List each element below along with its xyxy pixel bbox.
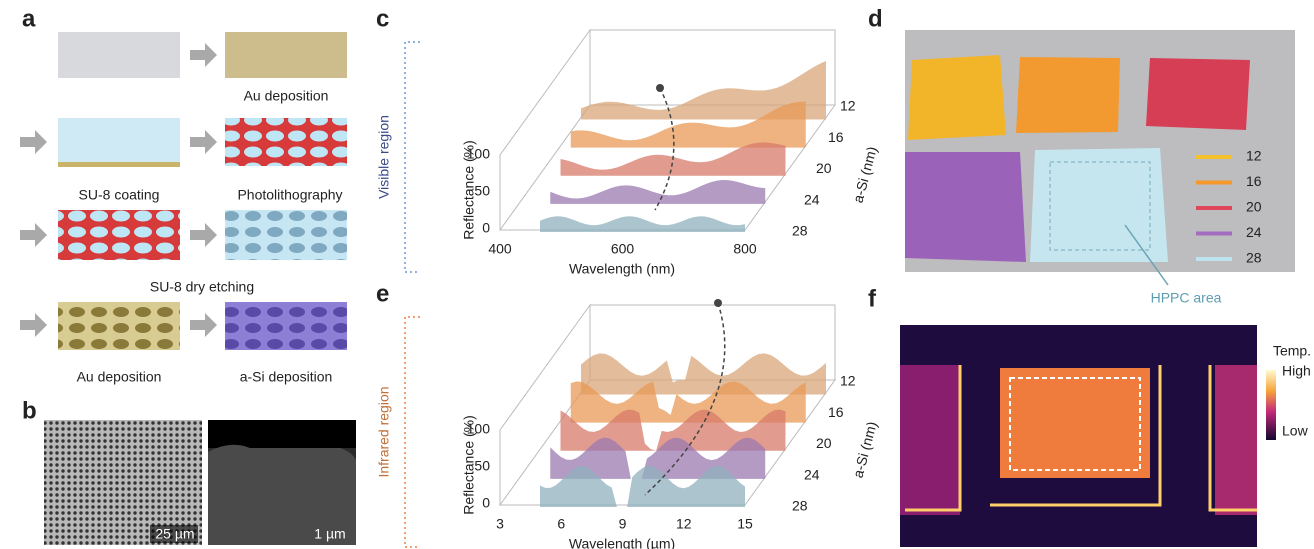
- step-caption: SU-8 dry etching: [150, 279, 254, 295]
- colorbar-label: High: [1282, 363, 1311, 379]
- x-axis-title: Wavelength (nm): [569, 261, 675, 277]
- trend-arrow: [654, 87, 675, 211]
- y-tick-label: 0: [482, 495, 490, 511]
- z-tick-label: 24: [804, 466, 820, 482]
- panel-b: b 25 µm 1 µm: [22, 397, 356, 545]
- x-axis-title: Wavelength (µm): [569, 536, 675, 549]
- z-tick-label: 16: [828, 129, 844, 145]
- step-caption: Au deposition: [244, 88, 329, 104]
- x-tick-label: 12: [676, 516, 692, 532]
- panel-label: c: [376, 5, 389, 32]
- spectrum-ridge: [581, 353, 826, 395]
- spectrum-ridge: [570, 101, 806, 148]
- y-tick-label: 50: [474, 183, 490, 199]
- z-tick-label: 20: [816, 435, 832, 451]
- panel-label: e: [376, 280, 389, 307]
- z-tick-label: 24: [804, 191, 820, 207]
- colorbar-label: Low: [1282, 423, 1309, 439]
- step-caption: Photolithography: [237, 187, 342, 203]
- scale-bar-label: 25 µm: [155, 526, 194, 542]
- x-tick-label: 9: [619, 516, 627, 532]
- step-caption: a-Si deposition: [240, 369, 333, 385]
- annotation: HPPC area: [1151, 290, 1222, 306]
- spectrum-ridge: [550, 180, 766, 204]
- x-tick-label: 6: [557, 516, 565, 532]
- z-tick-label: 28: [792, 498, 808, 514]
- legend-label: 20: [1246, 199, 1262, 215]
- y-tick-label: 50: [474, 458, 490, 474]
- z-axis-title: a-Si (nm): [850, 145, 880, 205]
- scale-bar-label: 1 µm: [314, 526, 345, 542]
- spectrum-ridge: [540, 216, 745, 232]
- y-axis-title: Reflectance (%): [461, 415, 477, 515]
- x-tick-label: 3: [496, 516, 504, 532]
- x-tick-label: 800: [733, 241, 757, 257]
- spectrum-ridge: [581, 61, 826, 120]
- x-tick-label: 400: [488, 241, 512, 257]
- legend-label: 16: [1246, 173, 1262, 189]
- z-tick-label: 20: [816, 160, 832, 176]
- panel-f: f Temp. High Low: [868, 285, 1311, 547]
- z-axis-title: a-Si (nm): [850, 420, 880, 480]
- y-axis-title: Reflectance (%): [461, 140, 477, 240]
- x-tick-label: 600: [611, 241, 635, 257]
- x-tick-label: 15: [737, 516, 753, 532]
- region-label: Infrared region: [376, 386, 392, 477]
- legend-label: 12: [1246, 148, 1262, 164]
- step-caption: Au deposition: [77, 369, 162, 385]
- z-tick-label: 16: [828, 404, 844, 420]
- z-tick-label: 12: [840, 98, 856, 114]
- y-tick-label: 0: [482, 220, 490, 236]
- legend-label: 24: [1246, 224, 1262, 240]
- colorbar-title: Temp.: [1273, 343, 1311, 359]
- z-tick-label: 28: [792, 223, 808, 239]
- panel-a: a Au deposition SU-8 coating Photolithog…: [20, 5, 347, 385]
- z-tick-label: 12: [840, 373, 856, 389]
- y-tick-label: 100: [467, 421, 491, 437]
- legend-label: 28: [1246, 250, 1262, 266]
- panel-label: b: [22, 397, 37, 424]
- trend-dot: [714, 299, 722, 307]
- panel-label: a: [22, 5, 36, 32]
- bracket: [404, 316, 420, 548]
- panel-e: e Infrared region 100 50 03 6 9 12 15 12 16 20 24 28 R…: [376, 280, 880, 549]
- y-tick-label: 100: [467, 146, 491, 162]
- panel-label: d: [868, 5, 883, 32]
- region-label: Visible region: [376, 115, 392, 199]
- panel-label: f: [868, 285, 877, 312]
- panel-d: d 12 16 20 24 28 HPPC area: [868, 5, 1295, 306]
- bracket: [404, 41, 420, 273]
- step-caption: SU-8 coating: [79, 187, 160, 203]
- panel-c: c Visible region 100 50 0 400 600 800 12 16 20 24 28…: [376, 5, 880, 276]
- spectrum-ridge: [540, 465, 745, 507]
- spectrum-ridge: [560, 409, 786, 451]
- trend-dot: [656, 84, 664, 92]
- trend-arrow: [644, 302, 726, 496]
